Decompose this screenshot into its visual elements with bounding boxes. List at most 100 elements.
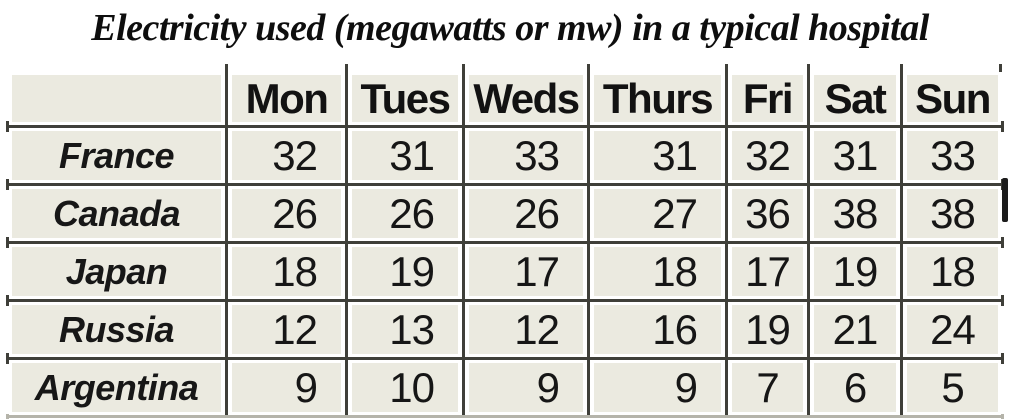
value: 33 [907, 131, 998, 180]
tick-mark [465, 64, 590, 72]
value-cell: 21 [810, 302, 903, 357]
value: 9 [469, 363, 583, 412]
value: 5 [907, 363, 998, 412]
value: 26 [469, 189, 583, 238]
value: 36 [732, 189, 803, 238]
value-cell: 27 [590, 186, 728, 241]
value-cell: 38 [903, 186, 1002, 241]
row-divider [6, 414, 1004, 419]
row-label: Russia [12, 305, 221, 354]
value: 26 [352, 189, 458, 238]
value-cell: 9 [228, 360, 348, 415]
column-header-label: Sat [814, 75, 896, 122]
value-cell: 18 [903, 244, 1002, 299]
row-label-cell: France [8, 128, 228, 183]
value: 38 [907, 189, 998, 238]
value: 31 [594, 131, 721, 180]
value-cell: 18 [228, 244, 348, 299]
column-header-label: Fri [732, 75, 803, 122]
value: 9 [594, 363, 721, 412]
value-cell: 32 [728, 128, 810, 183]
value-cell: 24 [903, 302, 1002, 357]
scan-artifact-mark [1002, 178, 1008, 222]
value: 32 [732, 131, 803, 180]
value: 16 [594, 305, 721, 354]
corner-fill [12, 75, 221, 122]
table-row: Russia 12 13 12 16 19 21 24 [8, 302, 1002, 357]
row-divider [6, 237, 1004, 248]
value-cell: 19 [810, 244, 903, 299]
value-cell: 6 [810, 360, 903, 415]
column-header-label: Thurs [594, 75, 721, 122]
table-row: Japan 18 19 17 18 17 19 18 [8, 244, 1002, 299]
column-header-label: Weds [469, 75, 583, 122]
tick-mark [728, 64, 810, 72]
value: 31 [352, 131, 458, 180]
value-cell: 26 [348, 186, 465, 241]
tick-mark [8, 64, 228, 72]
value: 9 [232, 363, 341, 412]
column-header: Mon [228, 72, 348, 125]
tick-mark [810, 64, 903, 72]
table-row: Canada 26 26 26 27 36 38 38 [8, 186, 1002, 241]
tick-mark [590, 64, 728, 72]
value: 17 [732, 247, 803, 296]
value: 18 [232, 247, 341, 296]
value-cell: 9 [590, 360, 728, 415]
value: 19 [732, 305, 803, 354]
value: 21 [814, 305, 896, 354]
tick-mark [228, 64, 348, 72]
value-cell: 33 [903, 128, 1002, 183]
column-header: Thurs [590, 72, 728, 125]
column-header: Sun [903, 72, 1002, 125]
value: 19 [814, 247, 896, 296]
column-header-label: Mon [232, 75, 341, 122]
value-cell: 12 [228, 302, 348, 357]
electricity-table: Mon Tues Weds Thurs Fri Sat Sun France 32 31 33 31 3… [6, 64, 1004, 419]
table-row: France 32 31 33 31 32 31 33 [8, 128, 1002, 183]
table-top-ticks [8, 64, 1002, 72]
row-divider [6, 121, 1004, 132]
corner-cell [8, 72, 228, 125]
value: 33 [469, 131, 583, 180]
column-header: Tues [348, 72, 465, 125]
value-cell: 17 [728, 244, 810, 299]
value-cell: 16 [590, 302, 728, 357]
value-cell: 12 [465, 302, 590, 357]
row-divider [6, 295, 1004, 306]
value: 6 [814, 363, 896, 412]
column-header-label: Tues [352, 75, 458, 122]
table-header-row: Mon Tues Weds Thurs Fri Sat Sun [8, 72, 1002, 125]
value: 7 [732, 363, 803, 412]
value-cell: 10 [348, 360, 465, 415]
value: 12 [469, 305, 583, 354]
row-divider [6, 353, 1004, 364]
value-cell: 38 [810, 186, 903, 241]
value-cell: 31 [590, 128, 728, 183]
value-cell: 31 [810, 128, 903, 183]
row-label: France [12, 131, 221, 180]
value: 26 [232, 189, 341, 238]
value-cell: 13 [348, 302, 465, 357]
value-cell: 36 [728, 186, 810, 241]
row-label-cell: Russia [8, 302, 228, 357]
column-header: Weds [465, 72, 590, 125]
value: 38 [814, 189, 896, 238]
row-label-cell: Argentina [8, 360, 228, 415]
value-cell: 5 [903, 360, 1002, 415]
value: 31 [814, 131, 896, 180]
value-cell: 9 [465, 360, 590, 415]
value-cell: 7 [728, 360, 810, 415]
row-label-cell: Japan [8, 244, 228, 299]
value-cell: 17 [465, 244, 590, 299]
value: 10 [352, 363, 458, 412]
value: 32 [232, 131, 341, 180]
value: 13 [352, 305, 458, 354]
row-label-cell: Canada [8, 186, 228, 241]
value-cell: 19 [728, 302, 810, 357]
table-title: Electricity used (megawatts or mw) in a … [91, 7, 929, 49]
value-cell: 18 [590, 244, 728, 299]
value-cell: 32 [228, 128, 348, 183]
value: 18 [907, 247, 998, 296]
